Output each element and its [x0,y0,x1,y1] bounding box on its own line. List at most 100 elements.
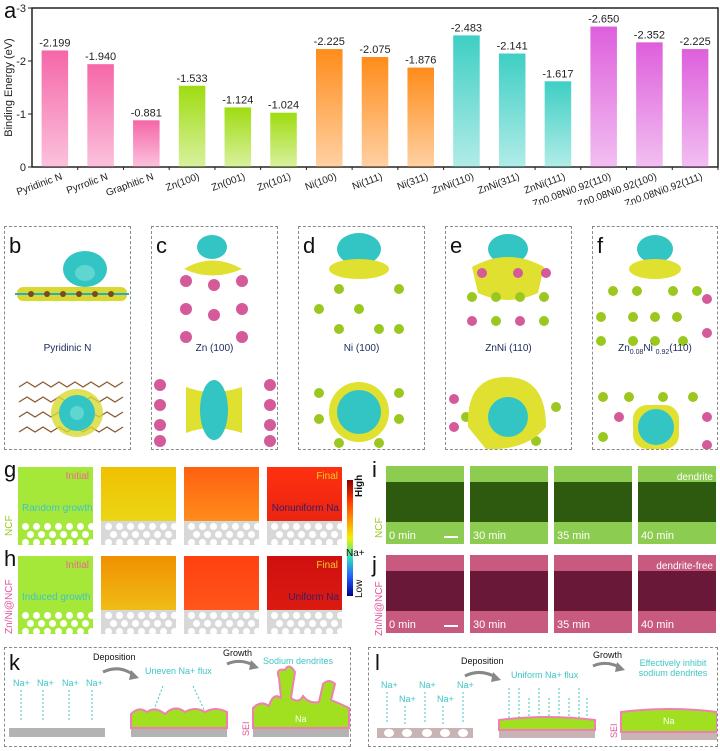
x-tick-label: Graphitic N [105,171,156,198]
bar-value-label: -2.483 [451,22,482,34]
panel-c-box: c Zn (100) [151,226,278,450]
bar-14 [636,42,663,167]
colorbar-mid: Na+ [346,548,365,559]
x-tick-label: ZnNi(110) [431,171,476,196]
initial-label: Initial [65,471,89,482]
bar-value-label: -1.940 [85,51,116,63]
panel-f-box: f Zn0.08Ni 0.92(110) [592,226,718,450]
x-tick-label: Ni(111) [351,171,384,192]
carbon-fiber-layer [184,521,259,545]
bar-value-label: -1.024 [268,100,299,112]
k-sei-label: SEI [241,721,251,736]
panel-b-box: b Pyridinic N [4,226,131,450]
y-tick-label: -3 [16,3,26,15]
carbon-fiber-layer [101,521,176,545]
microscopy-row_j-frame-4: 40 min dendrite-free [638,555,716,633]
carbon-fiber-layer [184,610,259,634]
note-label: dendrite [676,472,713,483]
simulation-row_g-frame-4: Final Nonuniform Na [267,467,342,545]
bar-value-label: -2.352 [634,29,665,41]
microscopy-row_i-frame-3: 35 min [554,466,632,544]
panel-label-k: k [9,650,20,675]
l-ion-1: Na+ [381,680,398,690]
panel-label-c: c [156,233,167,258]
uniform-deposition-schematic [377,661,717,740]
k-na-label: Na [295,714,307,724]
x-tick-label: Pyridinic N [15,171,64,198]
bar-8 [361,57,389,167]
bar-value-label: -1.533 [176,73,207,85]
microscopy-row_j-frame-2: 30 min [470,555,548,633]
row-j-label: Zn/Ni@NCF [374,581,385,636]
carbon-fiber-layer [267,610,342,634]
zn008ni092-110-structure [596,235,712,449]
simulation-row_h-frame-1: Initial Induced growth [18,556,93,634]
bar-6 [270,112,297,167]
l-ion-2: Na+ [399,694,416,704]
bar-1 [41,50,69,167]
panel-label-l: l [375,650,380,675]
dendrite-growth-schematic [9,659,350,737]
row-g-label: NCF [4,515,15,536]
y-tick-label: -2 [16,56,26,68]
panel-d-box: d Ni (100) [298,226,425,450]
bar-13 [590,26,617,167]
simulation-row_g-frame-3 [184,467,259,545]
caption-ni-100: Ni (100) [343,343,380,354]
time-label: 35 min [557,619,591,631]
caption-f-sub1: 0.08 [629,349,644,356]
x-tick-label: ZnNi(311) [476,171,521,196]
simulation-row_h-frame-4: Final Uniform Na [267,556,342,634]
colorbar-high: High [354,474,365,497]
k-ion-1: Na+ [13,678,30,688]
k-deposition-label: Deposition [93,652,136,662]
bar-value-label: -1.876 [405,55,436,67]
k-growth-label: Growth [223,648,253,658]
l-ion-4: Na+ [437,694,454,704]
x-tick-label: Ni(100) [304,171,339,193]
caption-f-ni: Ni [643,343,656,354]
bar-12 [544,81,572,167]
caption-f-zn: Zn [618,343,630,354]
note-label: dendrite-free [656,561,713,572]
scale-bar [444,536,458,538]
l-ion-5: Na+ [457,680,474,690]
panel-l-box: l Deposition Growth Na+ Na+ Na+ Na+ Na+ … [368,647,718,747]
caption-f-sub2: 0.92 [655,349,670,356]
znni-110-structure [449,234,561,449]
y-tick-label: 0 [20,162,26,174]
l-flux-label: Uniform Na+ flux [511,670,579,680]
microscopy-row_i-frame-1: 0 min [386,466,464,544]
l-ion-3: Na+ [419,680,436,690]
x-tick-label: Zn(101) [256,171,293,193]
final-label: Final [316,560,338,571]
panel-label-h: h [4,546,17,571]
l-growth-label: Growth [593,650,623,660]
microscopy-row_j-frame-1: 0 min [386,555,464,633]
initial-label: Initial [65,560,89,571]
x-tick-label: Pyrrolic N [65,171,109,196]
simulation-row_g-frame-1: Initial Random growth [18,467,93,545]
simulation-row_g-frame-2 [101,467,176,545]
k-flux-label: Uneven Na+ flux [145,666,212,676]
panel-label-a: a [4,0,17,23]
l-result-line2: sodium dendrites [638,668,708,678]
zn-100-structure [154,235,276,447]
l-result-label: Effectively inhibit sodium dendrites [631,658,715,678]
panel-e-box: e ZnNi (110) [445,226,572,450]
microscopy-row_j-frame-3: 35 min [554,555,632,633]
panel-k-box: k Deposition Growth Na+ Na+ Na+ Na+ Unev… [4,647,351,747]
time-label: 0 min [389,530,416,542]
bar-3 [133,120,160,167]
y-tick-label: -1 [16,109,26,121]
pyridinic-n-structure [15,251,129,437]
bar-value-label: -1.124 [222,94,253,106]
carbon-fiber-layer [101,610,176,634]
simulation-row_h-frame-3 [184,556,259,634]
time-label: 0 min [389,619,416,631]
bar-value-label: -2.650 [588,14,619,26]
bar-10 [453,35,480,167]
bar-value-label: -2.225 [680,36,711,48]
panel-label-g: g [4,457,17,482]
time-label: 30 min [473,619,507,631]
